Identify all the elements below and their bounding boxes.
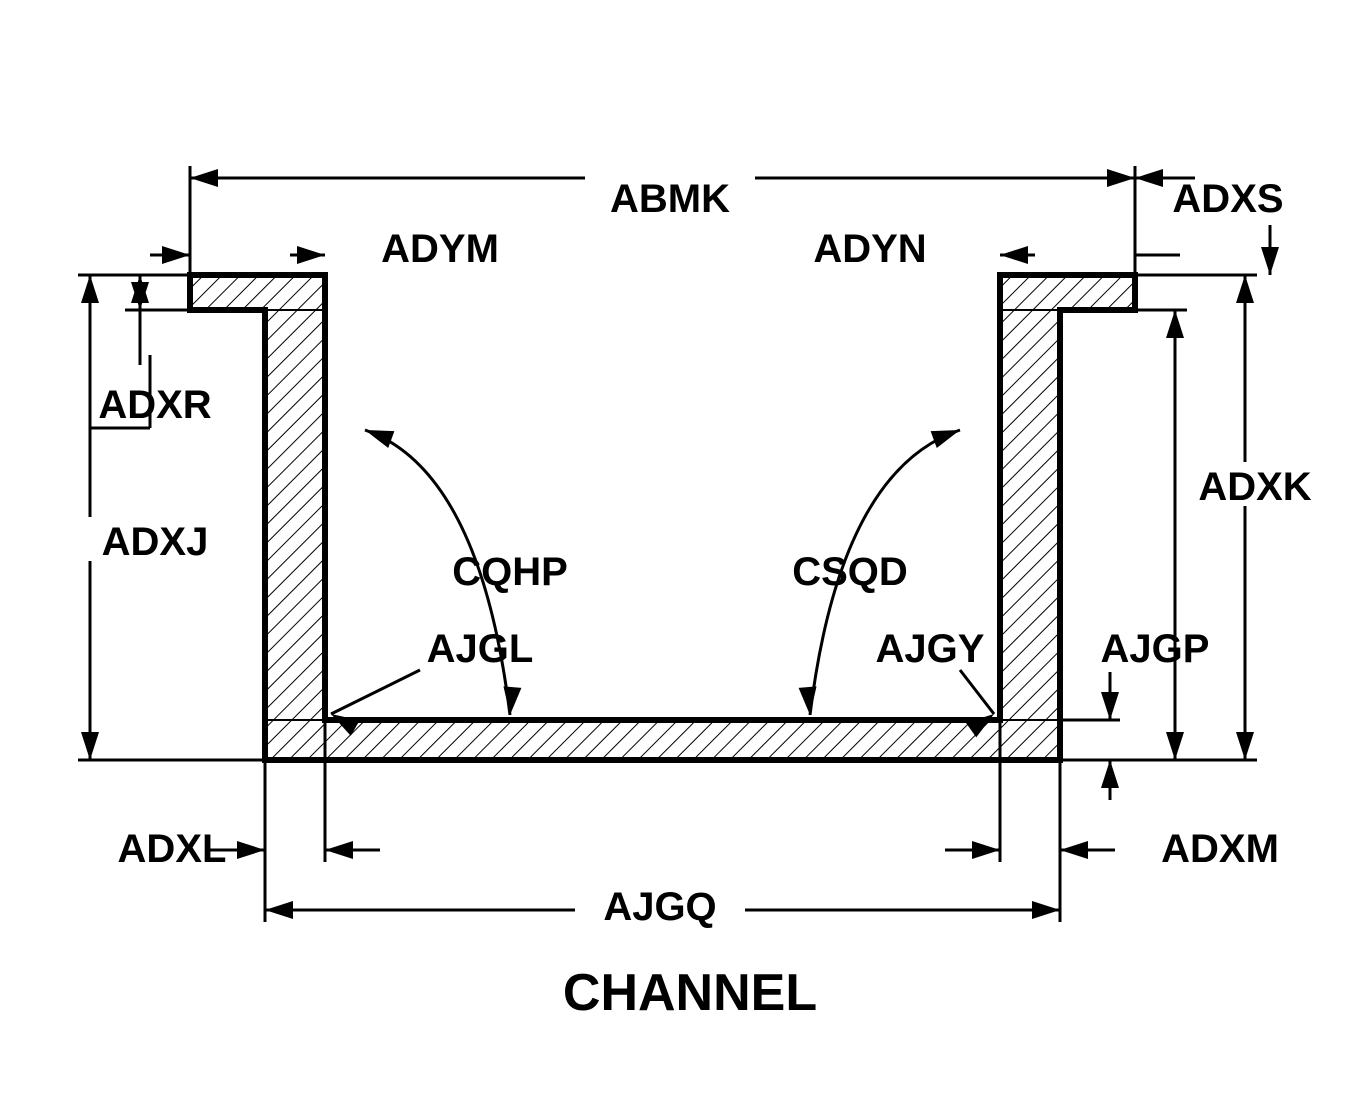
- arrowhead: [1060, 841, 1088, 859]
- arrowhead: [190, 169, 218, 187]
- dim-label-adyn: ADYN: [813, 227, 926, 271]
- dim-label-adxl: ADXL: [118, 827, 227, 871]
- dim-label-adym: ADYM: [381, 227, 499, 271]
- arrowhead: [265, 901, 293, 919]
- arrowhead: [1032, 901, 1060, 919]
- dim-label-ajgp: AJGP: [1101, 627, 1210, 671]
- arrowhead: [81, 275, 99, 303]
- arrowhead: [297, 246, 325, 264]
- arrowhead: [1166, 732, 1184, 760]
- dim-label-cqhp: CQHP: [452, 550, 568, 594]
- dim-label-ajgq: AJGQ: [603, 885, 716, 929]
- arrowhead: [325, 841, 353, 859]
- arrowhead: [1236, 275, 1254, 303]
- dim-label-adxs: ADXS: [1172, 177, 1283, 221]
- dim-label-adxk: ADXK: [1198, 465, 1311, 509]
- arrowhead: [1000, 246, 1028, 264]
- arrowhead: [81, 732, 99, 760]
- arrowhead: [1166, 310, 1184, 338]
- dim-label-adxr: ADXR: [98, 383, 211, 427]
- arrowhead: [365, 430, 394, 448]
- arrowhead: [1101, 760, 1119, 788]
- dim-label-abmk: ABMK: [610, 177, 730, 221]
- channel-section: [190, 275, 1135, 760]
- arrowhead: [1261, 247, 1279, 275]
- arrowhead: [799, 686, 817, 715]
- arrowhead: [1107, 169, 1135, 187]
- arrowhead: [1101, 692, 1119, 720]
- dim-label-adxj: ADXJ: [102, 520, 209, 564]
- arrowhead: [972, 841, 1000, 859]
- arrowhead: [931, 430, 960, 448]
- arrowhead: [503, 686, 521, 715]
- arrowhead: [1236, 732, 1254, 760]
- arrowhead: [237, 841, 265, 859]
- arrowhead: [1135, 169, 1163, 187]
- dim-label-csqd: CSQD: [792, 550, 908, 594]
- dim-label-ajgl: AJGL: [427, 627, 534, 671]
- dim-label-ajgy: AJGY: [876, 627, 985, 671]
- diagram-title: CHANNEL: [563, 964, 817, 1022]
- dim-label-adxm: ADXM: [1161, 827, 1279, 871]
- arrowhead: [162, 246, 190, 264]
